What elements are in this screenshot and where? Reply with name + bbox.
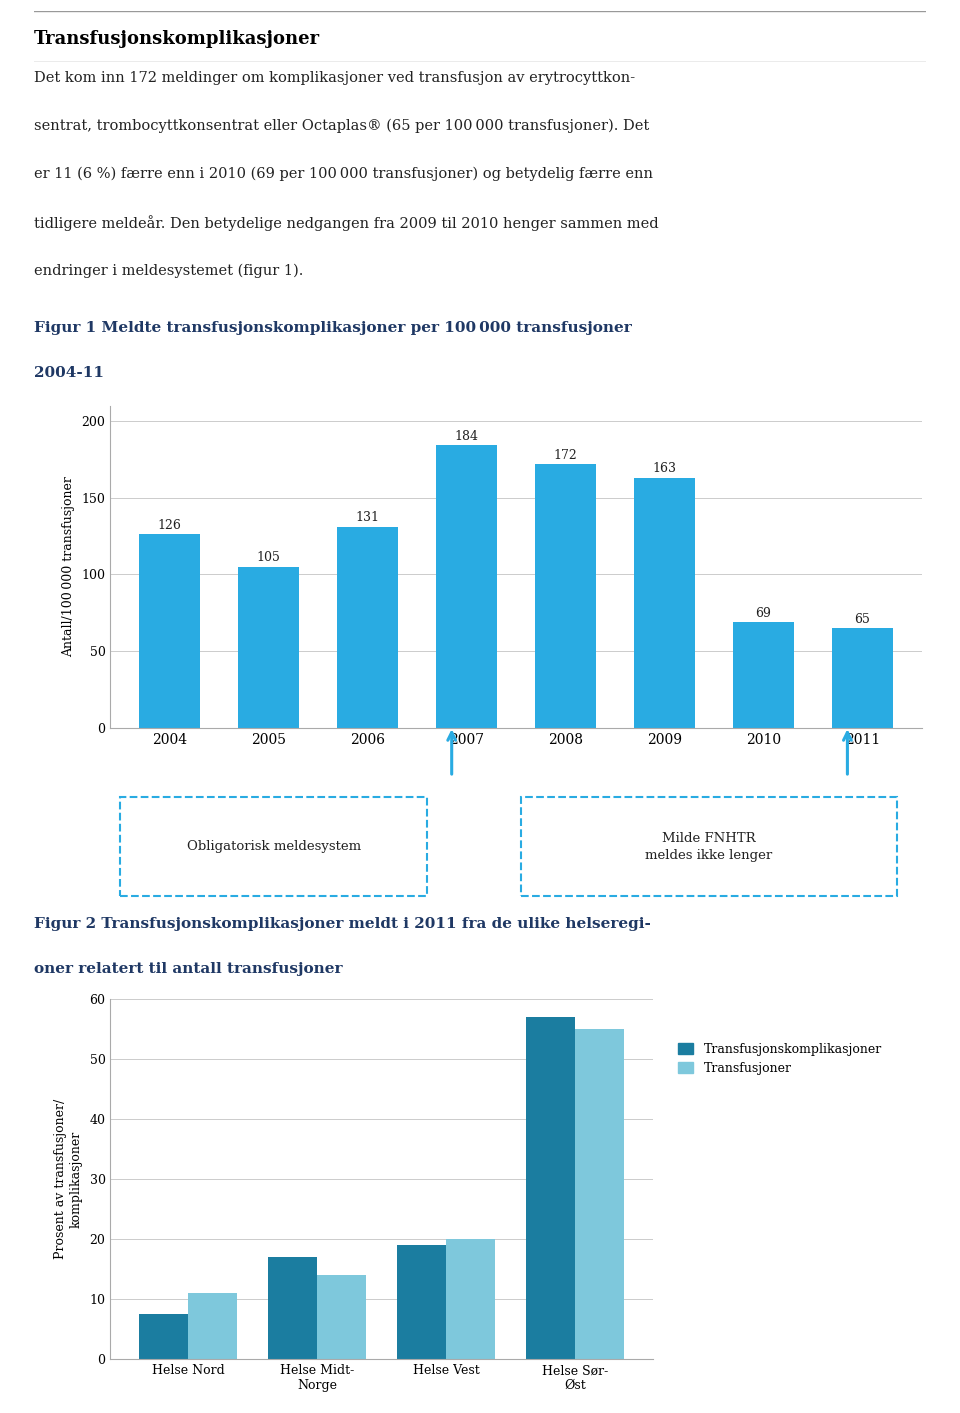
Bar	[634, 478, 695, 728]
Text: Milde FNHTR
meldes ikke lenger: Milde FNHTR meldes ikke lenger	[645, 832, 773, 862]
Bar	[238, 567, 300, 728]
Text: 131: 131	[355, 512, 379, 524]
Text: 126: 126	[157, 519, 181, 533]
Text: Figur 2 Transfusjonskomplikasjoner meldt i 2011 fra de ulike helseregi-: Figur 2 Transfusjonskomplikasjoner meldt…	[34, 917, 651, 931]
Text: Transfusjonskomplikasjoner: Transfusjonskomplikasjoner	[34, 30, 320, 48]
Text: 184: 184	[454, 430, 478, 444]
Bar	[268, 1258, 317, 1359]
Bar	[337, 527, 398, 728]
Bar	[526, 1017, 575, 1359]
Bar	[139, 534, 201, 728]
Legend: Transfusjonskomplikasjoner, Transfusjoner: Transfusjonskomplikasjoner, Transfusjone…	[674, 1037, 887, 1080]
Text: sentrat, trombocyttkonsentrat eller Octaplas® (65 per 100 000 transfusjoner). De: sentrat, trombocyttkonsentrat eller Octa…	[34, 119, 649, 133]
Bar	[139, 1314, 188, 1359]
Text: 163: 163	[653, 462, 677, 475]
Bar	[535, 463, 596, 728]
Bar	[446, 1239, 495, 1359]
Y-axis label: Prosent av transfusjoner/
komplikasjoner: Prosent av transfusjoner/ komplikasjoner	[54, 1099, 83, 1259]
Bar	[317, 1275, 366, 1359]
Text: Figur 1 Meldte transfusjonskomplikasjoner per 100 000 transfusjoner: Figur 1 Meldte transfusjonskomplikasjone…	[34, 321, 632, 335]
FancyBboxPatch shape	[120, 797, 427, 896]
Bar	[732, 622, 794, 728]
Text: Det kom inn 172 meldinger om komplikasjoner ved transfusjon av erytrocyttkon-: Det kom inn 172 meldinger om komplikasjo…	[34, 71, 635, 85]
FancyBboxPatch shape	[521, 797, 897, 896]
Bar	[575, 1029, 624, 1359]
Text: oner relatert til antall transfusjoner: oner relatert til antall transfusjoner	[34, 962, 342, 976]
Bar	[436, 445, 497, 728]
Text: tidligere meldeår. Den betydelige nedgangen fra 2009 til 2010 henger sammen med: tidligere meldeår. Den betydelige nedgan…	[34, 215, 659, 232]
Text: 172: 172	[554, 448, 577, 462]
Y-axis label: Antall/100 000 transfusjoner: Antall/100 000 transfusjoner	[61, 476, 75, 657]
Text: Obligatorisk meldesystem: Obligatorisk meldesystem	[186, 841, 361, 853]
Text: 105: 105	[256, 551, 280, 564]
Text: 65: 65	[854, 613, 870, 626]
Text: 69: 69	[756, 606, 771, 619]
Bar	[188, 1293, 237, 1359]
Text: endringer i meldesystemet (figur 1).: endringer i meldesystemet (figur 1).	[34, 263, 303, 278]
Bar	[831, 627, 893, 728]
Bar	[397, 1245, 446, 1359]
Text: 2004-11: 2004-11	[34, 366, 104, 380]
Text: er 11 (6 %) færre enn i 2010 (69 per 100 000 transfusjoner) og betydelig færre e: er 11 (6 %) færre enn i 2010 (69 per 100…	[34, 167, 653, 181]
